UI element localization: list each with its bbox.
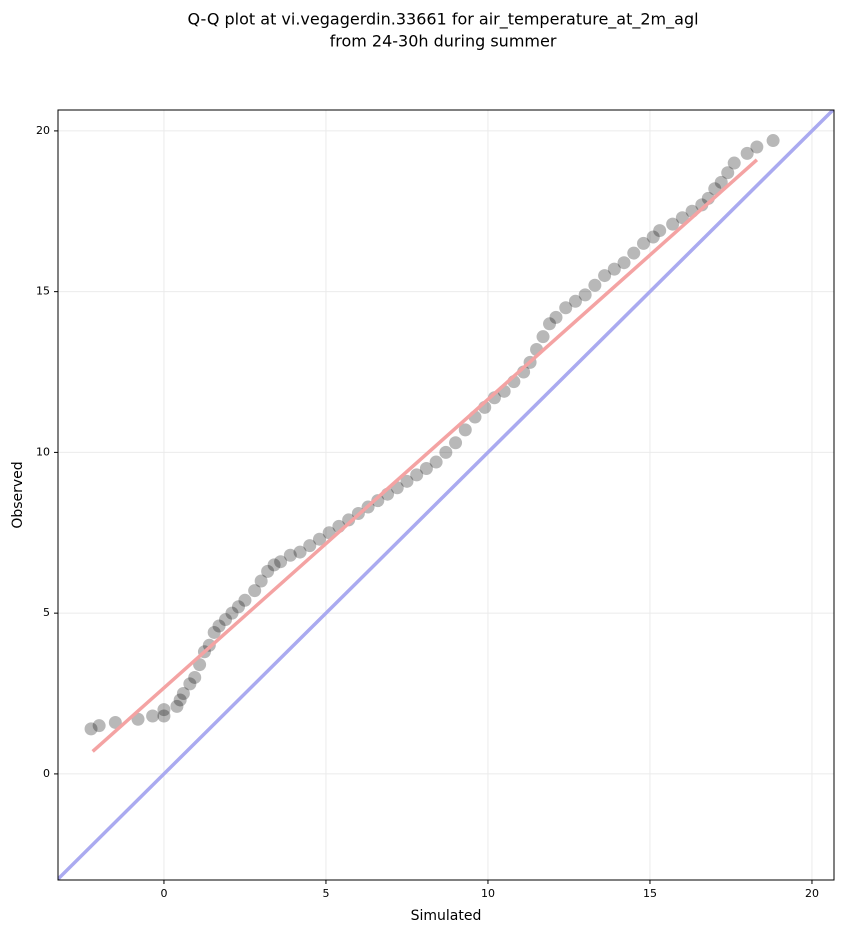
point <box>653 224 667 238</box>
point <box>261 564 275 578</box>
point <box>419 461 433 475</box>
point <box>740 146 754 160</box>
x-tick-label: 15 <box>643 887 657 900</box>
point <box>188 670 202 684</box>
plot-frame <box>57 109 835 881</box>
x-axis-label: Simulated <box>411 908 482 924</box>
point <box>157 709 171 723</box>
point <box>439 445 453 459</box>
point <box>84 722 98 736</box>
point <box>248 584 262 598</box>
point <box>607 262 621 276</box>
point <box>146 709 160 723</box>
point <box>170 699 184 713</box>
y-tick-label: 5 <box>43 606 50 619</box>
point <box>578 288 592 302</box>
point <box>458 423 472 437</box>
point <box>274 555 288 569</box>
x-tick-label: 10 <box>481 887 495 900</box>
y-tick-label: 10 <box>36 445 50 458</box>
point <box>543 317 557 331</box>
point <box>183 677 197 691</box>
point <box>559 301 573 315</box>
point <box>549 310 563 324</box>
point <box>708 182 722 196</box>
point <box>108 715 122 729</box>
point <box>675 211 689 225</box>
plot-area <box>58 110 834 880</box>
point <box>714 175 728 189</box>
point <box>254 574 268 588</box>
fit-line <box>91 158 759 753</box>
y-tick-label: 20 <box>36 124 50 137</box>
point <box>750 140 764 154</box>
x-tick-label: 20 <box>805 887 819 900</box>
y-tick-label: 15 <box>36 285 50 298</box>
point <box>400 474 414 488</box>
point <box>646 230 660 244</box>
point <box>238 593 252 607</box>
point <box>207 625 221 639</box>
point <box>219 613 233 627</box>
point <box>212 619 226 633</box>
x-tick-label: 0 <box>160 887 167 900</box>
point <box>342 513 356 527</box>
point <box>410 468 424 482</box>
point <box>429 455 443 469</box>
chart-title: Q-Q plot at vi.vegagerdin.33661 for air_… <box>187 10 698 30</box>
point <box>371 494 385 508</box>
point <box>157 703 171 717</box>
point <box>231 600 245 614</box>
point <box>636 236 650 250</box>
point <box>312 532 326 546</box>
point <box>92 719 106 733</box>
identity-line <box>58 110 834 880</box>
point <box>449 436 463 450</box>
point <box>283 548 297 562</box>
point <box>173 693 187 707</box>
point <box>598 269 612 283</box>
point <box>721 166 735 180</box>
point <box>727 156 741 170</box>
point <box>568 294 582 308</box>
point <box>588 278 602 292</box>
point <box>303 539 317 553</box>
x-tick-label: 5 <box>322 887 329 900</box>
point <box>536 330 550 344</box>
point <box>293 545 307 559</box>
point <box>666 217 680 231</box>
point <box>225 606 239 620</box>
point <box>176 687 190 701</box>
chart-title: from 24-30h during summer <box>330 32 557 51</box>
point <box>766 134 780 148</box>
y-axis-label: Observed <box>10 461 26 528</box>
point <box>267 558 281 572</box>
point <box>627 246 641 260</box>
y-tick-label: 0 <box>43 767 50 780</box>
point <box>617 256 631 270</box>
